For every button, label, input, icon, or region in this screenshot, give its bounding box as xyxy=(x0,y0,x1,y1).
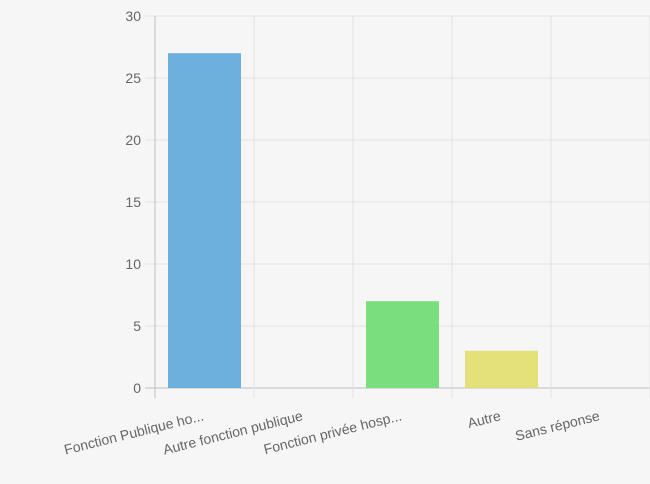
y-tick-label: 5 xyxy=(133,318,141,334)
bars xyxy=(168,53,538,388)
x-tick-label: Autre xyxy=(466,407,503,431)
x-tick-labels: Fonction Publique ho...Autre fonction pu… xyxy=(62,407,601,457)
bar[interactable] xyxy=(465,350,538,388)
y-tick-label: 15 xyxy=(125,194,141,210)
y-tick-label: 20 xyxy=(125,132,141,148)
x-tick-label: Sans réponse xyxy=(514,407,602,443)
bar[interactable] xyxy=(366,301,439,388)
y-tick-label: 10 xyxy=(125,256,141,272)
y-tick-labels: 0 5 10 15 20 25 30 xyxy=(125,8,141,396)
y-tick-label: 25 xyxy=(125,70,141,86)
y-tick-label: 0 xyxy=(133,380,141,396)
y-tick-label: 30 xyxy=(125,8,141,24)
bar[interactable] xyxy=(168,53,241,388)
